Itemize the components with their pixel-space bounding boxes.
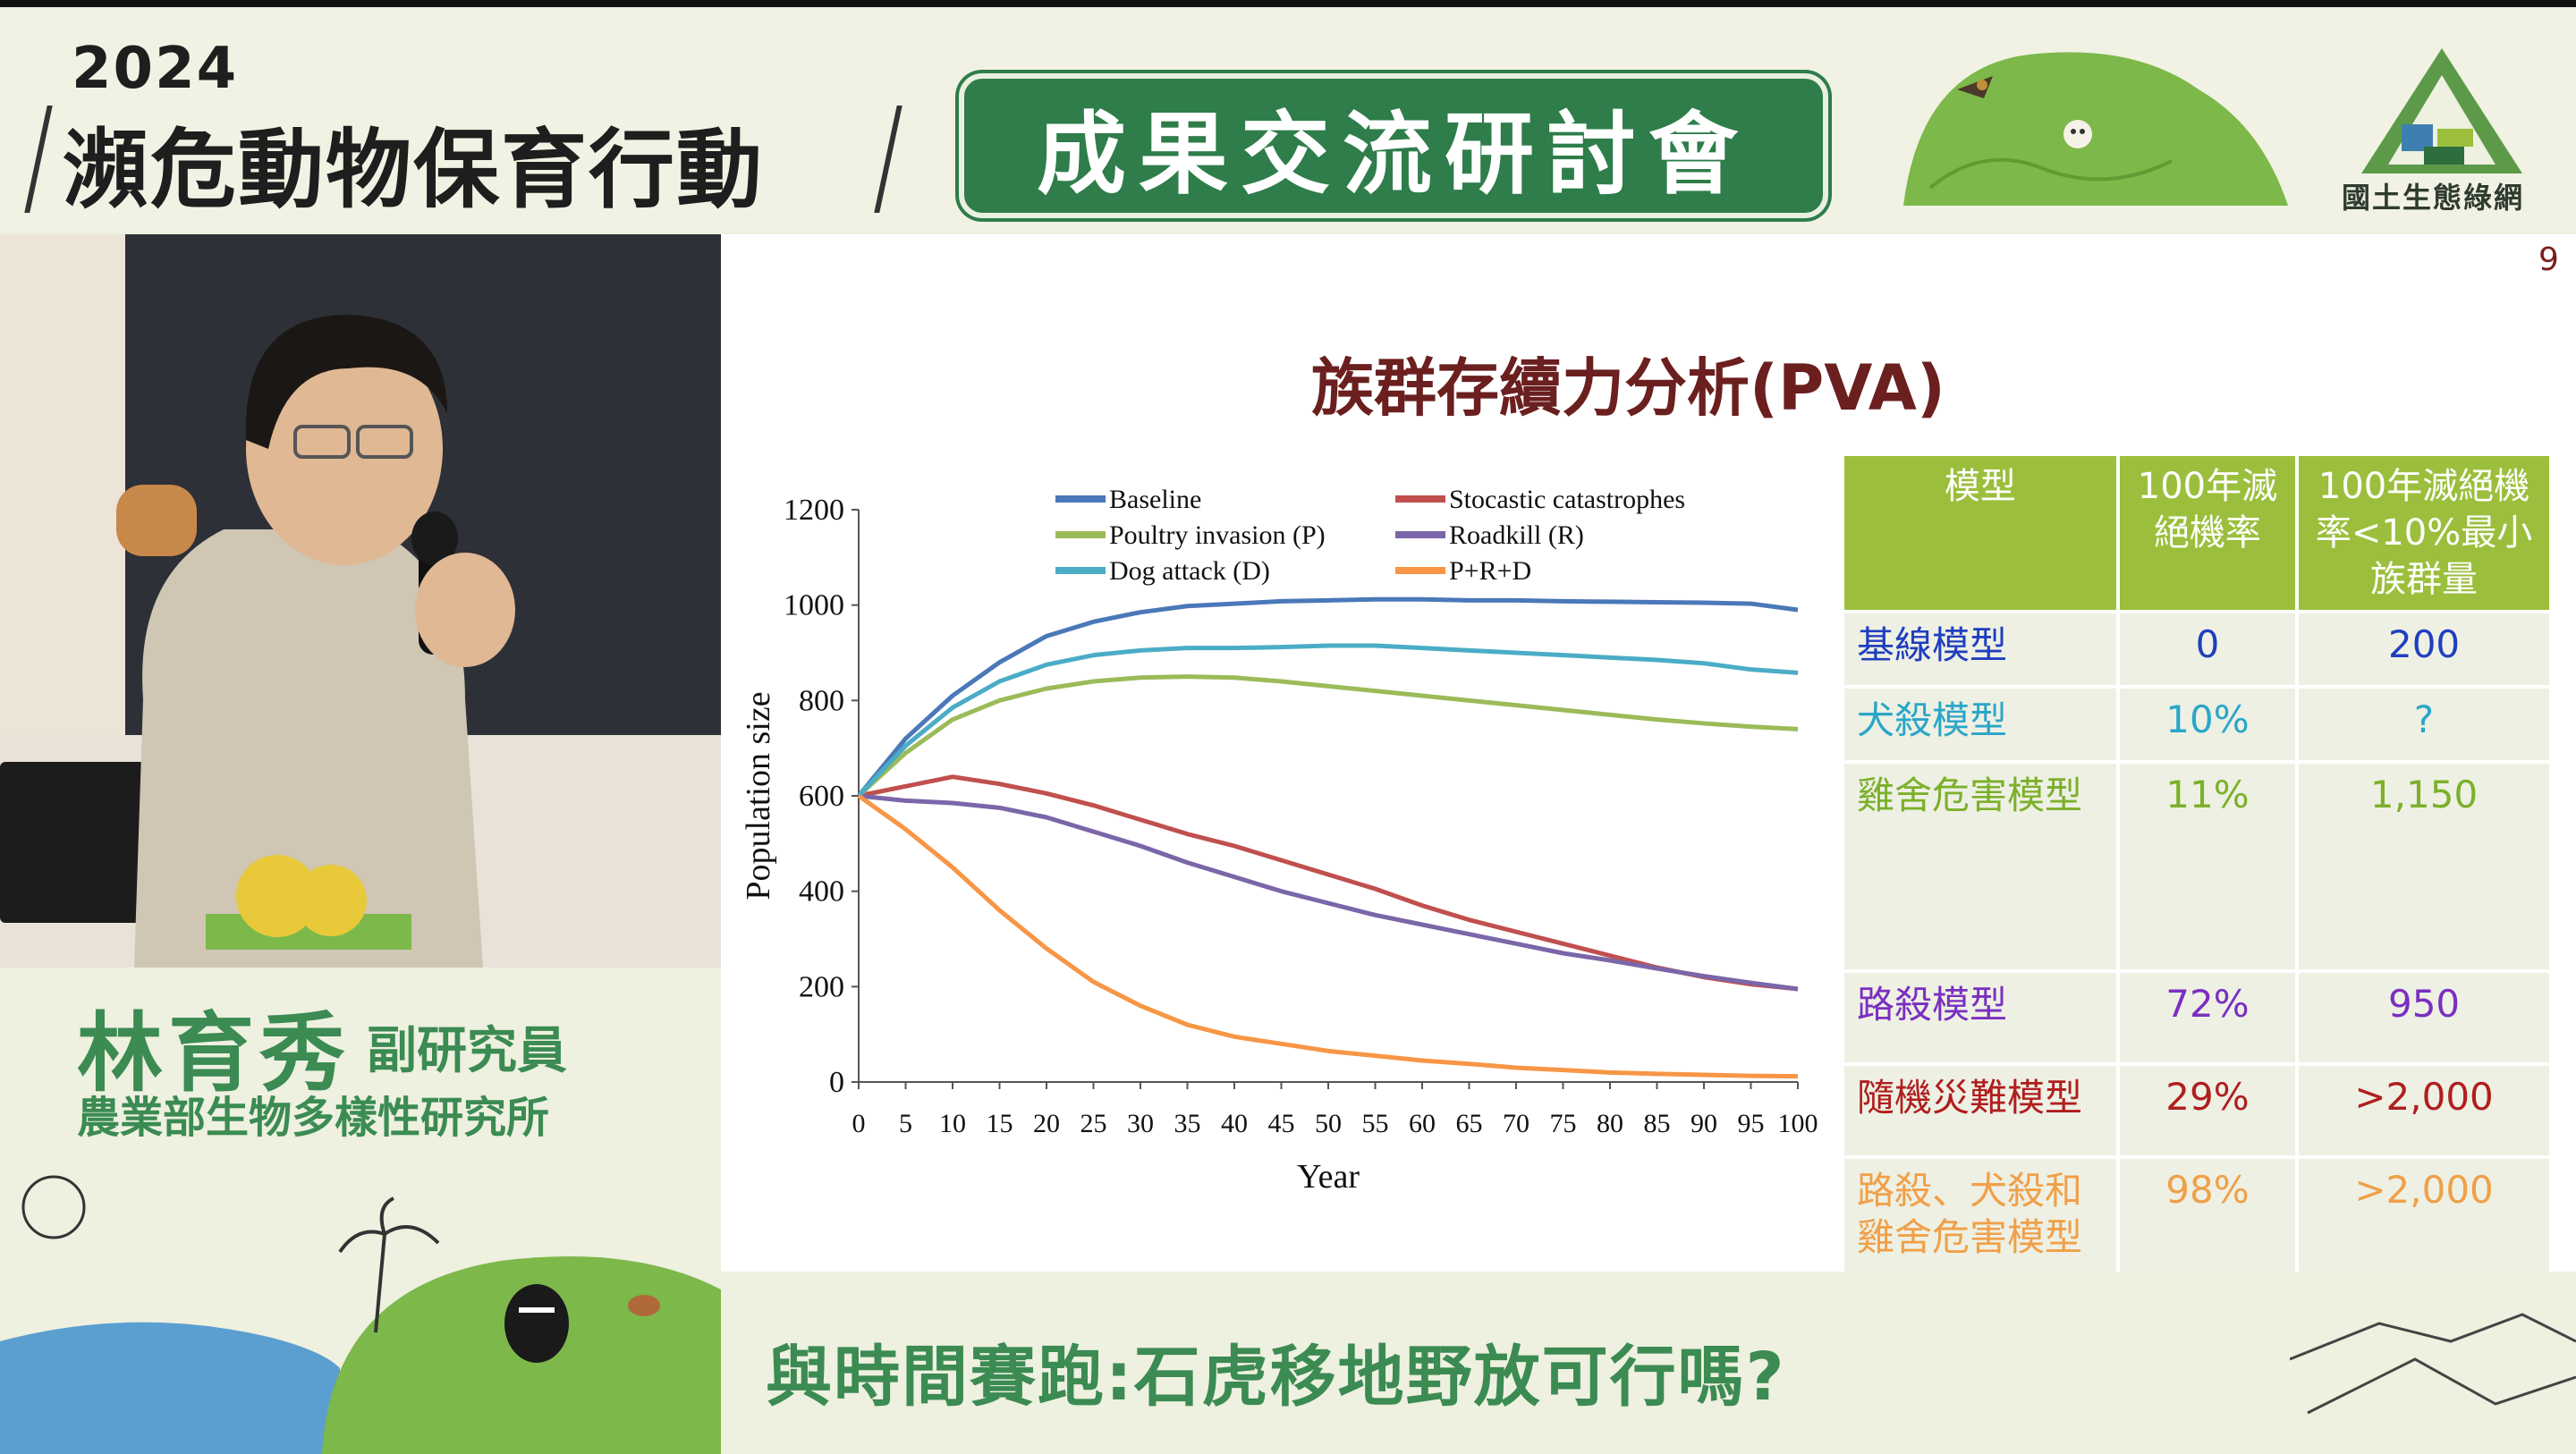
series-line-baseline: [857, 596, 1799, 798]
probability-cell: 98%: [2119, 1159, 2296, 1293]
x-tick-label: 25: [1080, 1109, 1107, 1138]
table-row: 犬殺模型 10%?: [1844, 689, 2549, 760]
slide-title: 族群存續力分析(PVA): [1311, 351, 1945, 425]
banner-text: 成果交流研討會: [1037, 101, 1750, 207]
min-population-cell: ?: [2299, 689, 2549, 760]
table-row: 路殺模型 72% 950: [1844, 973, 2549, 1062]
x-tick-label: 90: [1690, 1109, 1717, 1138]
model-cell: 路殺模型: [1844, 973, 2116, 1062]
top-border: [0, 0, 2576, 7]
pva-line-chart: 0 200 400 600 800 1000 1200 0 5 10 15 20 25 30 35 40 45 5…: [740, 485, 1818, 1196]
series-line-p-r-d: [857, 793, 1799, 1079]
extinction-table: 模型 100年滅絕機率 100年滅絕機率<10%最小族群量 基線模型 0 200 犬殺…: [1841, 452, 2553, 1297]
model-cell: 基線模型: [1844, 613, 2116, 685]
x-tick-label: 20: [1033, 1109, 1060, 1138]
header-min-population: 100年滅絕機率<10%最小族群量: [2299, 456, 2549, 610]
table-row: 路殺、犬殺和雞舍危害模型 98% >2,000: [1844, 1159, 2549, 1293]
y-tick-label: 200: [799, 970, 844, 1003]
header-model: 模型: [1844, 456, 2116, 610]
min-population-cell: 1,150: [2299, 764, 2549, 969]
x-tick-label: 35: [1174, 1109, 1201, 1138]
min-population-cell: 950: [2299, 973, 2549, 1062]
model-cell: 路殺、犬殺和雞舍危害模型: [1844, 1159, 2116, 1293]
y-tick-label: 400: [799, 875, 844, 909]
x-tick-label: 70: [1503, 1109, 1530, 1138]
legend-label: P+R+D: [1449, 556, 1531, 586]
x-tick-label: 65: [1456, 1109, 1483, 1138]
speaker-organization: 農業部生物多樣性研究所: [77, 1093, 550, 1143]
series-line-roadkill-r-: [858, 793, 1799, 992]
min-population-cell: >2,000: [2299, 1066, 2549, 1155]
table-row: 基線模型 0 200: [1844, 613, 2549, 685]
mountain-outline-icon: [2290, 1313, 2576, 1415]
x-tick-label: 10: [939, 1109, 966, 1138]
x-tick-label: 30: [1127, 1109, 1154, 1138]
org-logo-icon: [2361, 48, 2522, 173]
x-tick-label: 5: [899, 1109, 912, 1138]
footer-caption: 與時間賽跑:石虎移地野放可行嗎?: [766, 1339, 1786, 1416]
probability-cell: 11%: [2119, 764, 2296, 969]
hill-illustration-icon: [1903, 52, 2288, 206]
probability-cell: 72%: [2119, 973, 2296, 1062]
x-tick-label: 100: [1778, 1109, 1818, 1138]
legend-label: Baseline: [1109, 485, 1201, 514]
min-population-cell: 200: [2299, 613, 2549, 685]
org-logo-text: 國土生態綠網: [2342, 181, 2525, 215]
speaker-panel: [0, 968, 721, 1236]
y-tick-label: 800: [799, 684, 844, 717]
probability-cell: 10%: [2119, 689, 2296, 760]
speaker-figure-icon: [0, 315, 721, 968]
legend-label: Poultry invasion (P): [1109, 520, 1326, 550]
x-tick-label: 15: [987, 1109, 1013, 1138]
slide-page-number: 9: [2538, 241, 2559, 278]
x-axis-label: Year: [1297, 1158, 1360, 1196]
slide-footer: [721, 1272, 2576, 1454]
y-tick-label: 600: [799, 780, 844, 813]
model-cell: 犬殺模型: [1844, 689, 2116, 760]
speaker-title: 副研究員: [367, 1022, 567, 1080]
table-row: 雞舍危害模型 11% 1,150: [1844, 764, 2549, 969]
table-row: 隨機災難模型 29% >2,000: [1844, 1066, 2549, 1155]
y-tick-label: 1200: [784, 494, 844, 527]
probability-cell: 29%: [2119, 1066, 2296, 1155]
x-tick-label: 85: [1644, 1109, 1671, 1138]
y-axis-label: Population size: [740, 691, 777, 900]
speaker-video: [0, 234, 721, 968]
wildlife-illustration-icon: [0, 1175, 733, 1454]
x-tick-label: 45: [1268, 1109, 1295, 1138]
event-year: 2024: [72, 36, 239, 102]
x-tick-label: 95: [1738, 1109, 1765, 1138]
y-tick-label: 0: [829, 1066, 844, 1099]
x-tick-label: 55: [1362, 1109, 1389, 1138]
legend-label: Stocastic catastrophes: [1449, 485, 1685, 514]
x-tick-label: 40: [1221, 1109, 1248, 1138]
x-tick-label: 50: [1315, 1109, 1342, 1138]
model-cell: 雞舍危害模型: [1844, 764, 2116, 969]
series-line-dog-attack-d-: [857, 643, 1799, 798]
x-tick-label: 0: [852, 1109, 866, 1138]
x-tick-label: 80: [1597, 1109, 1623, 1138]
probability-cell: 0: [2119, 613, 2296, 685]
conference-banner: 成果交流研討會: [959, 73, 1828, 218]
y-tick-label: 1000: [784, 589, 844, 622]
header-probability: 100年滅絕機率: [2119, 456, 2296, 610]
min-population-cell: >2,000: [2299, 1159, 2549, 1293]
event-title: 瀕危動物保育行動: [63, 120, 764, 220]
legend-label: Roadkill (R): [1449, 520, 1584, 550]
legend-label: Dog attack (D): [1109, 556, 1270, 586]
speaker-name: 林育秀: [77, 1003, 351, 1103]
series-line-poultry-invasion-p-: [857, 674, 1799, 798]
x-tick-label: 60: [1409, 1109, 1436, 1138]
x-tick-label: 75: [1550, 1109, 1577, 1138]
model-cell: 隨機災難模型: [1844, 1066, 2116, 1155]
